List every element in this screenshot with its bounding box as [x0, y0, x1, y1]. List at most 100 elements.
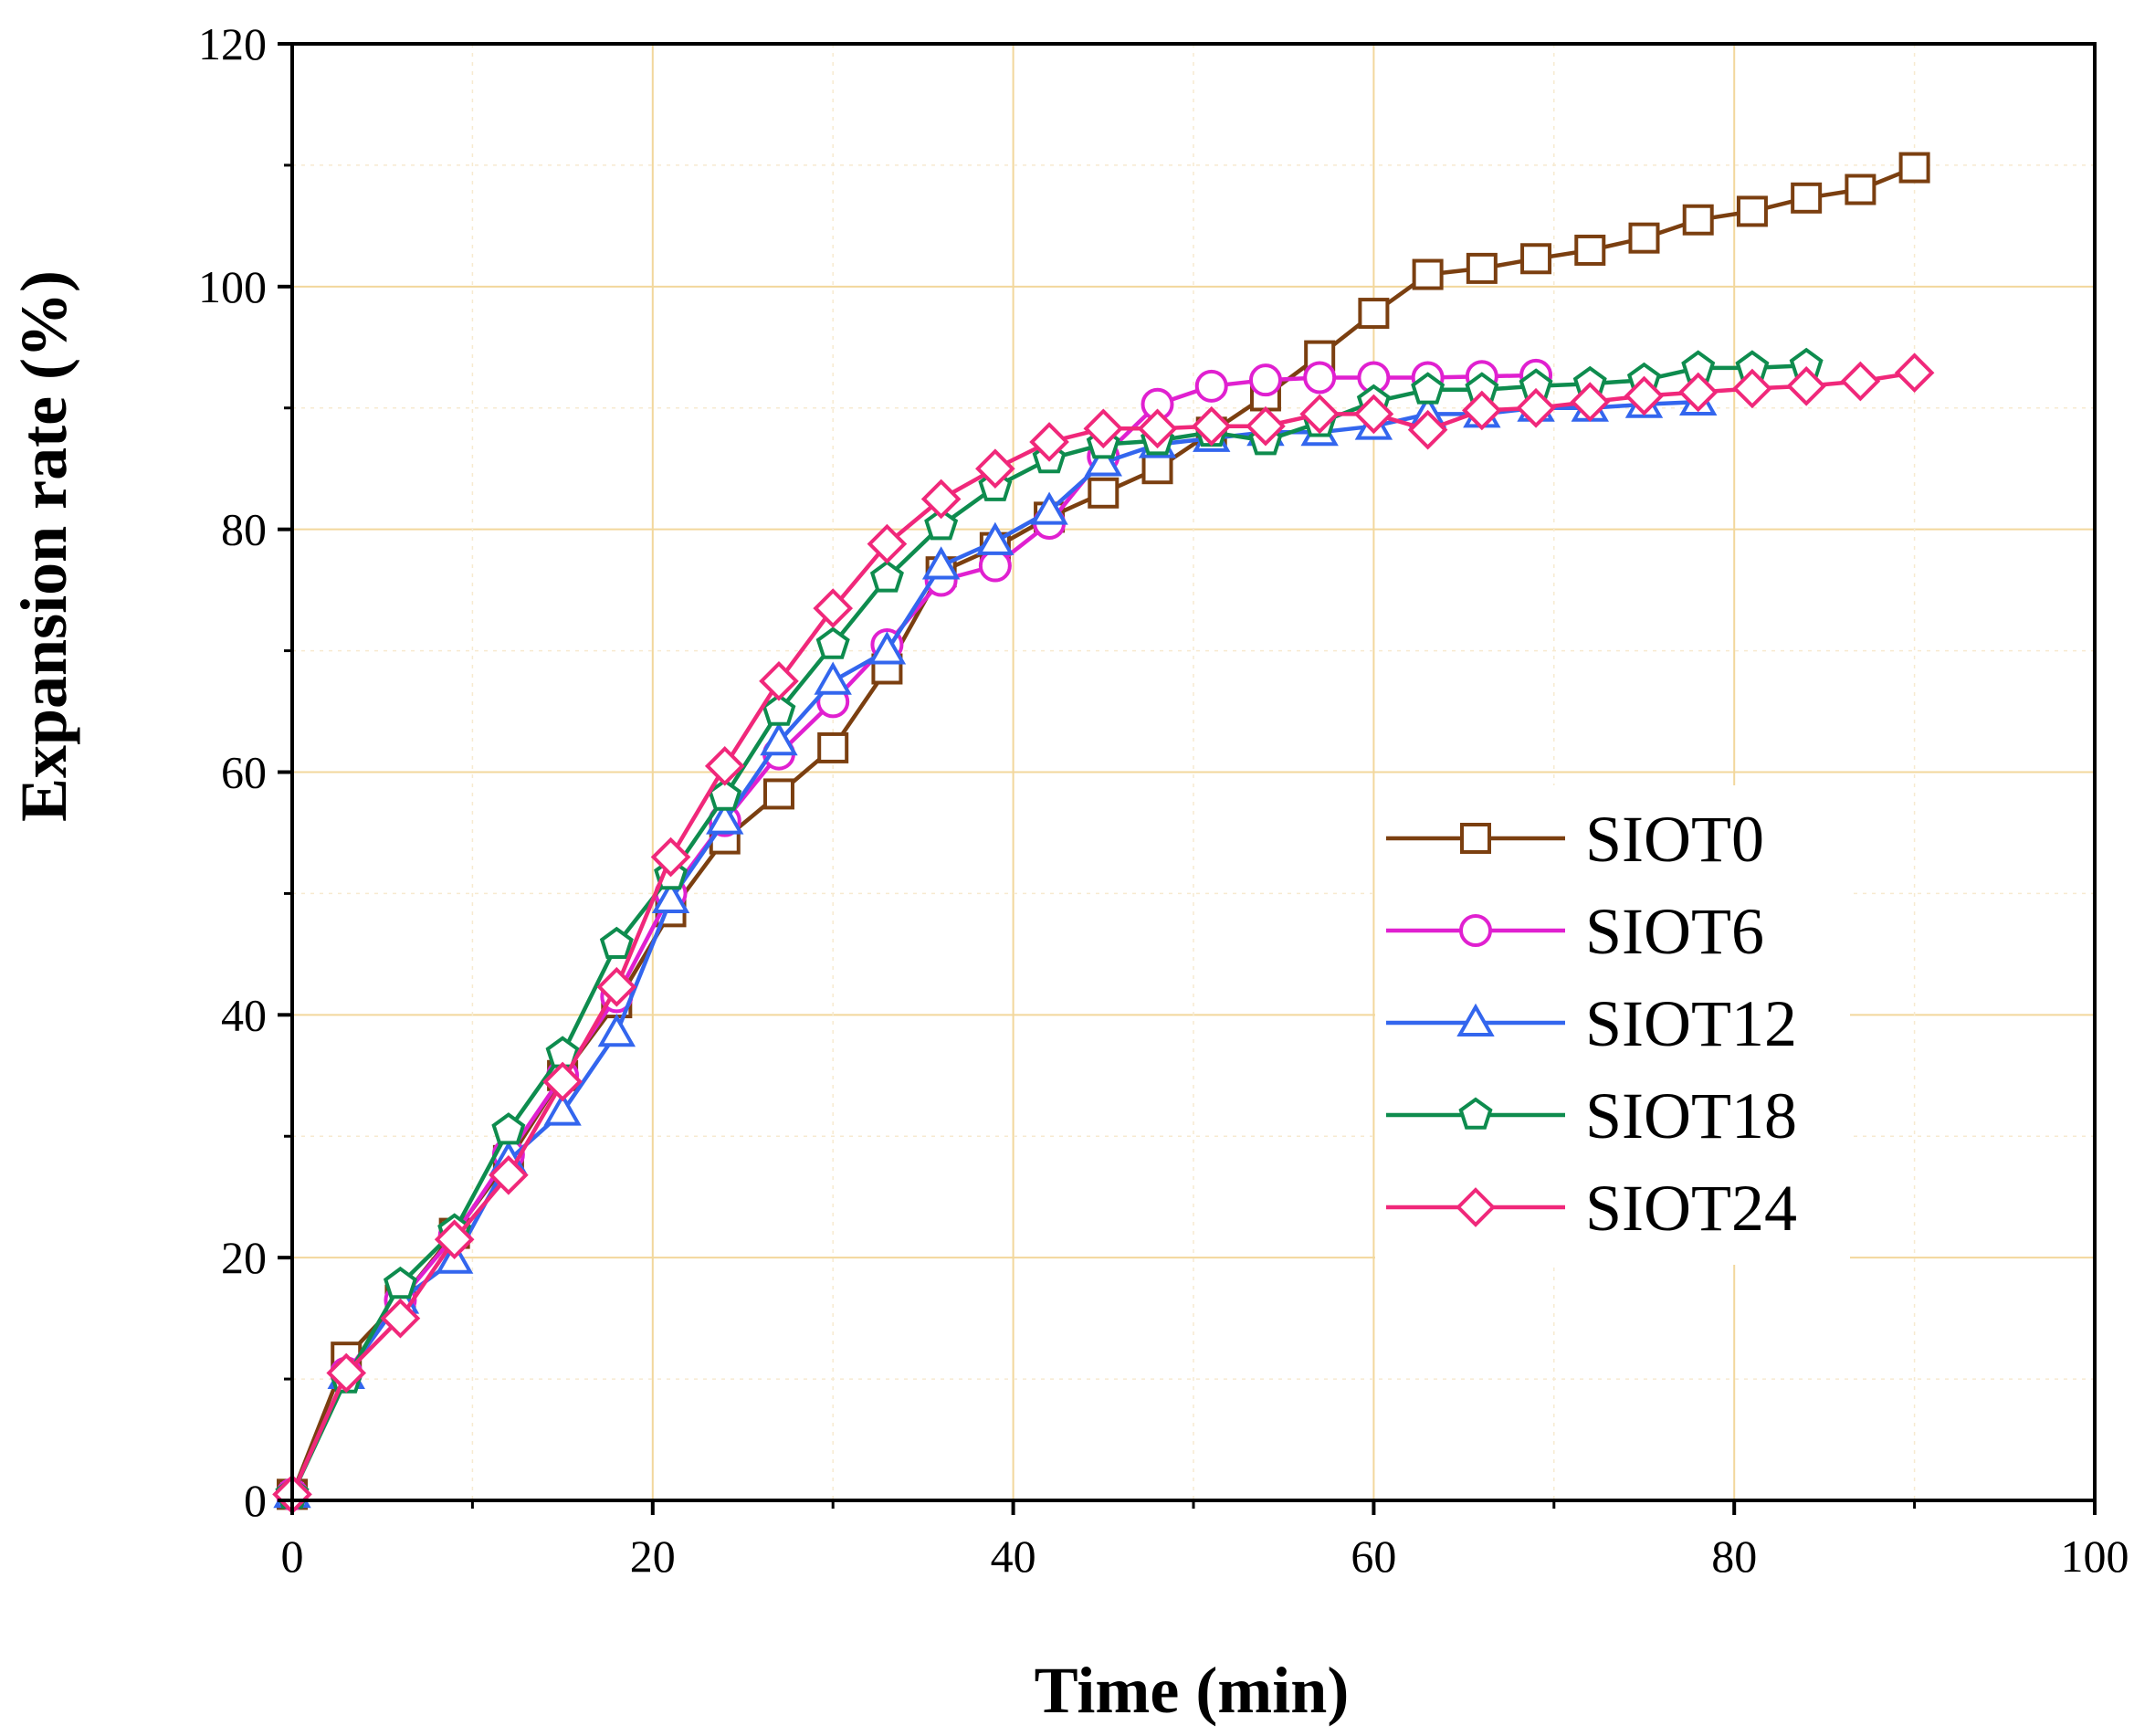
- data-point: [326, 1352, 367, 1394]
- data-point: [976, 521, 1014, 555]
- legend-label: SIOT18: [1585, 1079, 1797, 1152]
- series-siot24: [272, 352, 1935, 1515]
- series-siot6: [276, 358, 1553, 1511]
- data-point: [867, 523, 908, 564]
- legend-marker: [1456, 1003, 1495, 1036]
- data-point: [596, 966, 637, 1007]
- y-tick-label: 80: [221, 504, 267, 555]
- data-point: [1137, 408, 1178, 449]
- data-point: [1574, 234, 1606, 266]
- data-point: [704, 746, 745, 786]
- data-point: [542, 1061, 583, 1102]
- data-point: [1682, 204, 1714, 236]
- legend-label: SIOT24: [1585, 1172, 1797, 1245]
- data-point: [813, 588, 854, 628]
- data-point: [599, 926, 634, 959]
- x-tick-label: 20: [630, 1531, 676, 1582]
- data-point: [760, 721, 798, 756]
- data-point: [1084, 443, 1122, 477]
- data-point: [815, 626, 850, 659]
- y-tick-label: 40: [221, 989, 267, 1040]
- data-point: [1299, 394, 1340, 435]
- data-point: [434, 1219, 475, 1260]
- legend-label: SIOT6: [1585, 895, 1764, 968]
- data-point: [491, 1112, 526, 1145]
- data-point: [1791, 182, 1823, 214]
- legend-entry-siot0: SIOT0: [1386, 803, 1764, 876]
- legend-background: [1375, 785, 1850, 1265]
- x-tick-label: 60: [1351, 1531, 1396, 1582]
- data-point: [489, 1154, 529, 1195]
- data-point: [706, 801, 744, 835]
- data-point: [1624, 375, 1665, 416]
- data-point: [1194, 369, 1228, 403]
- data-point: [978, 549, 1012, 583]
- x-tick-label: 100: [2061, 1531, 2129, 1582]
- data-point: [1840, 361, 1881, 402]
- data-point: [1516, 387, 1556, 428]
- data-point: [1358, 298, 1390, 330]
- legend-marker: [1458, 1097, 1493, 1130]
- data-point: [1412, 258, 1444, 290]
- data-point: [1466, 252, 1498, 284]
- data-point: [1191, 405, 1232, 447]
- legend-entry-siot12: SIOT12: [1386, 987, 1797, 1060]
- data-point: [762, 693, 796, 726]
- data-point: [1407, 409, 1448, 450]
- data-point: [1462, 390, 1502, 431]
- data-point: [1083, 408, 1124, 449]
- data-point: [1894, 352, 1935, 394]
- data-point: [1246, 405, 1286, 447]
- legend: SIOT0 SIOT6 SIOT12 SIOT18 SIOT24: [1375, 785, 1850, 1265]
- data-point: [759, 660, 799, 701]
- legend-marker: [1456, 1187, 1496, 1227]
- axes: 0 20 40 60 80 100 0 20 40 60 80 100 120: [198, 18, 2129, 1582]
- legend-entry-siot6: SIOT6: [1386, 895, 1764, 968]
- data-point: [814, 661, 852, 695]
- data-point: [651, 879, 690, 913]
- y-tick-label: 120: [198, 18, 267, 69]
- y-tick-label: 100: [198, 261, 267, 312]
- data-point: [1248, 363, 1282, 397]
- series-line: [289, 373, 1537, 1496]
- data-point: [1353, 394, 1394, 435]
- legend-marker: [1459, 914, 1492, 947]
- data-point: [1736, 195, 1768, 227]
- data-point: [1845, 174, 1876, 205]
- data-point: [1786, 365, 1826, 406]
- data-point: [543, 1092, 582, 1126]
- data-point: [1141, 453, 1173, 485]
- x-tick-label: 0: [281, 1531, 304, 1582]
- y-tick-label: 0: [244, 1475, 267, 1526]
- data-point: [1628, 222, 1660, 254]
- legend-entry-siot24: SIOT24: [1386, 1172, 1797, 1245]
- x-axis-title: Time (min): [1035, 1654, 1350, 1727]
- legend-label: SIOT12: [1585, 987, 1797, 1060]
- data-point: [650, 836, 691, 878]
- data-point: [1411, 372, 1445, 405]
- data-point: [975, 448, 1015, 489]
- data-point: [1029, 422, 1069, 462]
- data-point: [924, 508, 959, 541]
- data-point: [867, 631, 907, 665]
- data-point: [1520, 243, 1552, 275]
- data-point: [1677, 372, 1719, 413]
- data-point: [597, 1013, 636, 1047]
- data-point: [1088, 477, 1120, 509]
- legend-entry-siot18: SIOT18: [1386, 1079, 1797, 1152]
- data-point: [762, 778, 794, 810]
- data-point: [920, 479, 962, 520]
- data-point: [380, 1298, 421, 1339]
- data-point: [1898, 152, 1930, 184]
- y-tick-label: 20: [221, 1232, 267, 1283]
- legend-marker: [1460, 823, 1491, 854]
- x-tick-label: 80: [1711, 1531, 1757, 1582]
- data-point: [383, 1266, 417, 1299]
- series-layer: [272, 152, 1935, 1515]
- data-point: [1732, 368, 1772, 409]
- x-tick-label: 40: [991, 1531, 1036, 1582]
- data-point: [869, 560, 904, 593]
- y-tick-label: 60: [221, 747, 267, 798]
- data-point: [817, 731, 849, 763]
- data-point: [921, 546, 961, 580]
